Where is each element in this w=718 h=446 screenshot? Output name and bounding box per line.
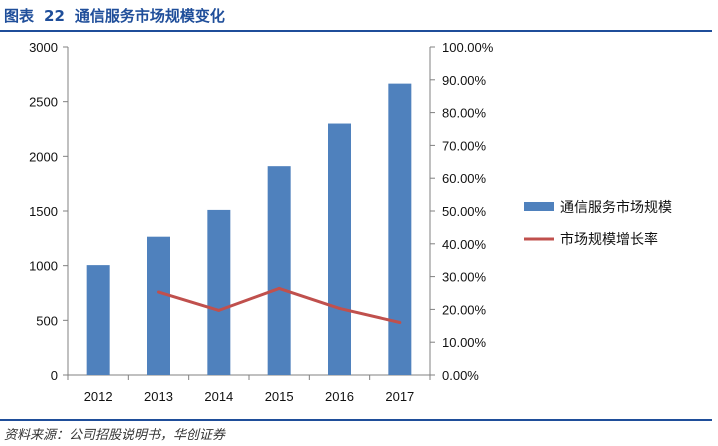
- bar-2014: [207, 209, 231, 375]
- footer-divider: [0, 419, 712, 421]
- y-right-tick-label: 70.00%: [442, 138, 487, 153]
- growth-rate-point-2017: [398, 321, 402, 325]
- x-tick-label: 2015: [265, 389, 294, 404]
- x-tick-label: 2013: [144, 389, 173, 404]
- growth-rate-point-2014: [217, 308, 221, 312]
- x-tick-label: 2012: [84, 389, 113, 404]
- y-right-tick-label: 100.00%: [442, 40, 494, 55]
- y-right-tick-label: 80.00%: [442, 106, 487, 121]
- y-right-tick-label: 20.00%: [442, 302, 487, 317]
- chart-canvas: 0 500 1000 1500 2000 2500 3000 0.00% 10.00% 20.00…: [29, 40, 672, 404]
- y-left-tick-label: 2000: [29, 149, 58, 164]
- y-left-tick-label: 3000: [29, 40, 58, 55]
- y-left-tick-label: 1000: [29, 259, 58, 274]
- y-right-tick-label: 50.00%: [442, 204, 487, 219]
- bar-2012: [86, 265, 110, 375]
- growth-rate-point-2013: [157, 290, 160, 294]
- figure-title: 图表 22 通信服务市场规模变化: [4, 4, 225, 28]
- x-tick-label: 2017: [385, 389, 414, 404]
- legend-swatch-bar: [524, 202, 554, 211]
- y-left-tick-label: 500: [36, 313, 58, 328]
- x-tick-label: 2014: [204, 389, 233, 404]
- growth-rate-point-2016: [338, 306, 341, 310]
- y-right-tick-label: 90.00%: [442, 73, 487, 88]
- bar-2013: [147, 236, 170, 375]
- y-left-tick-label: 2500: [29, 95, 58, 110]
- bar-2015: [267, 166, 291, 375]
- legend-label-line: 市场规模增长率: [560, 231, 658, 248]
- bar-2016: [328, 123, 351, 376]
- figure-label: 图表: [4, 7, 35, 25]
- figure-number: 22: [44, 7, 65, 25]
- figure-title-text: 通信服务市场规模变化: [74, 7, 225, 25]
- y-right-tick-label: 60.00%: [442, 171, 487, 186]
- y-right-tick-label: 0.00%: [442, 368, 479, 383]
- bar-2017: [388, 83, 412, 376]
- y-left-tick-label: 0: [51, 368, 58, 383]
- title-divider: [0, 30, 712, 32]
- y-right-tick-label: 30.00%: [442, 270, 487, 285]
- source-note: 资料来源：公司招股说明书，华创证券: [4, 428, 226, 443]
- x-tick-label: 2016: [325, 389, 354, 404]
- y-right-tick-label: 40.00%: [442, 237, 487, 252]
- growth-rate-point-2015: [277, 286, 281, 290]
- legend-label-bar: 通信服务市场规模: [560, 199, 672, 216]
- y-right-tick-label: 10.00%: [442, 335, 487, 350]
- y-left-tick-label: 1500: [29, 204, 58, 219]
